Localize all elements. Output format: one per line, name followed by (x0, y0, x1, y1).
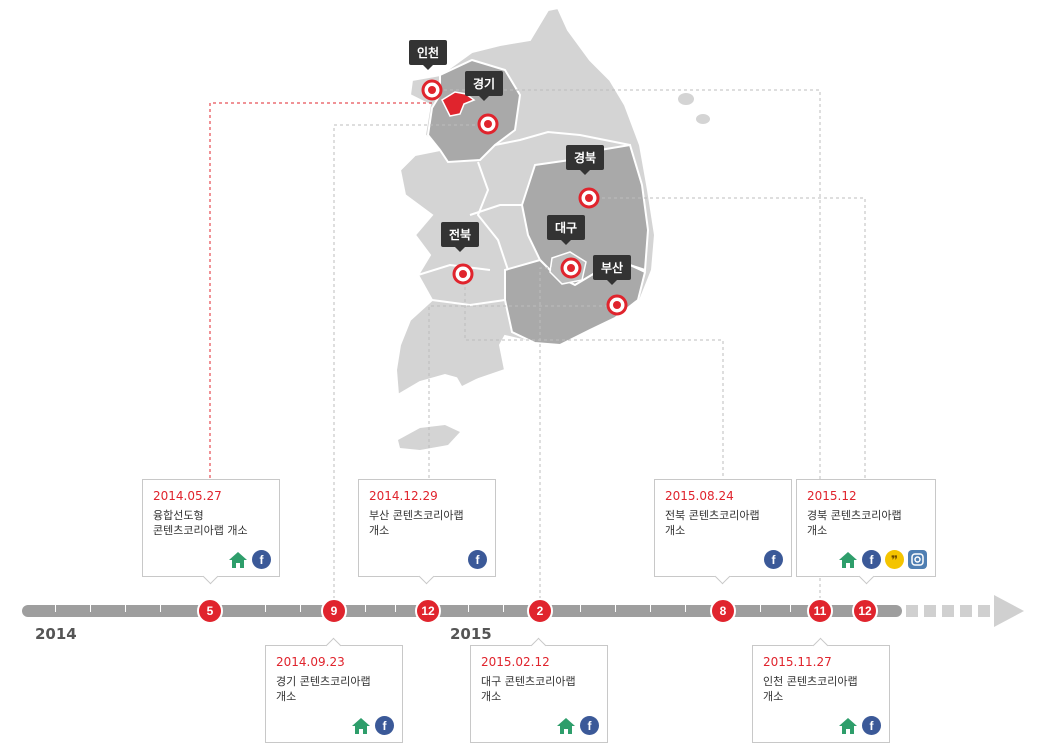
facebook-icon[interactable]: f (252, 550, 271, 569)
event-date: 2015.02.12 (481, 655, 550, 669)
event-card-2015-08[interactable]: 2015.08.24 전북 콘텐츠코리아랩 개소 f (654, 479, 792, 585)
region-label-jeonbuk: 전북 (441, 222, 480, 252)
event-desc: 전북 콘텐츠코리아랩 개소 (665, 509, 760, 537)
event-desc: 경북 콘텐츠코리아랩 개소 (807, 509, 902, 537)
month-badge[interactable]: 5 (197, 598, 223, 624)
event-card-2015-02[interactable]: 2015.02.12 대구 콘텐츠코리아랩 개소 f (470, 637, 608, 743)
facebook-icon[interactable]: f (862, 716, 881, 735)
timeline-ticks (55, 605, 791, 612)
map-borders (417, 130, 631, 307)
map-island-jeju (398, 425, 460, 450)
home-icon[interactable] (556, 716, 576, 735)
event-date: 2015.08.24 (665, 489, 734, 503)
event-desc: 융합선도형 콘텐츠코리아랩 개소 (153, 509, 248, 537)
region-label-gyeonggi: 경기 (465, 71, 504, 101)
home-icon[interactable] (228, 550, 248, 569)
kakaostory-icon[interactable]: ❞ (885, 550, 904, 569)
home-icon[interactable] (838, 716, 858, 735)
facebook-icon[interactable]: f (764, 550, 783, 569)
map-region-incheon (441, 91, 476, 117)
home-icon[interactable] (351, 716, 371, 735)
connector-lines (333, 89, 866, 605)
map-markers (421, 79, 628, 316)
event-card-2014-05[interactable]: 2014.05.27 융합선도형 콘텐츠코리아랩 개소 f (142, 479, 280, 585)
month-badge[interactable]: 12 (852, 598, 878, 624)
event-date: 2015.11.27 (763, 655, 832, 669)
month-badge[interactable]: 8 (710, 598, 736, 624)
month-badge[interactable]: 12 (415, 598, 441, 624)
timeline-continuation (906, 595, 1024, 627)
facebook-icon[interactable]: f (580, 716, 599, 735)
event-date: 2015.12 (807, 489, 857, 503)
year-label-2015: 2015 (450, 625, 492, 643)
facebook-icon[interactable]: f (468, 550, 487, 569)
region-label-incheon: 인천 (409, 40, 448, 70)
instagram-icon[interactable] (908, 550, 927, 569)
event-desc: 부산 콘텐츠코리아랩 개소 (369, 509, 464, 537)
facebook-icon[interactable]: f (862, 550, 881, 569)
year-label-2014: 2014 (35, 625, 77, 643)
map-island-small (454, 368, 478, 386)
region-label-gyeongbuk: 경북 (566, 145, 605, 175)
event-date: 2014.05.27 (153, 489, 222, 503)
event-card-2014-09[interactable]: 2014.09.23 경기 콘텐츠코리아랩 개소 f (265, 637, 403, 743)
event-date: 2014.09.23 (276, 655, 345, 669)
event-card-2015-11[interactable]: 2015.11.27 인천 콘텐츠코리아랩 개소 f (752, 637, 890, 743)
region-label-busan: 부산 (593, 255, 632, 285)
map-island-ulleungdo (678, 93, 694, 105)
event-card-2014-12[interactable]: 2014.12.29 부산 콘텐츠코리아랩 개소 f (358, 479, 496, 585)
region-label-daegu: 대구 (547, 215, 586, 245)
event-desc: 대구 콘텐츠코리아랩 개소 (481, 675, 576, 703)
map-island-dokdo (696, 114, 710, 124)
timeline-arrow-icon (994, 595, 1024, 627)
event-desc: 경기 콘텐츠코리아랩 개소 (276, 675, 371, 703)
connector-line-highlight (209, 102, 432, 478)
month-badge[interactable]: 11 (807, 598, 833, 624)
month-badge[interactable]: 9 (321, 598, 347, 624)
facebook-icon[interactable]: f (375, 716, 394, 735)
timeline-track (22, 605, 902, 617)
event-card-2015-12[interactable]: 2015.12 경북 콘텐츠코리아랩 개소 f ❞ (796, 479, 936, 585)
home-icon[interactable] (838, 550, 858, 569)
event-date: 2014.12.29 (369, 489, 438, 503)
month-badge[interactable]: 2 (527, 598, 553, 624)
event-desc: 인천 콘텐츠코리아랩 개소 (763, 675, 858, 703)
